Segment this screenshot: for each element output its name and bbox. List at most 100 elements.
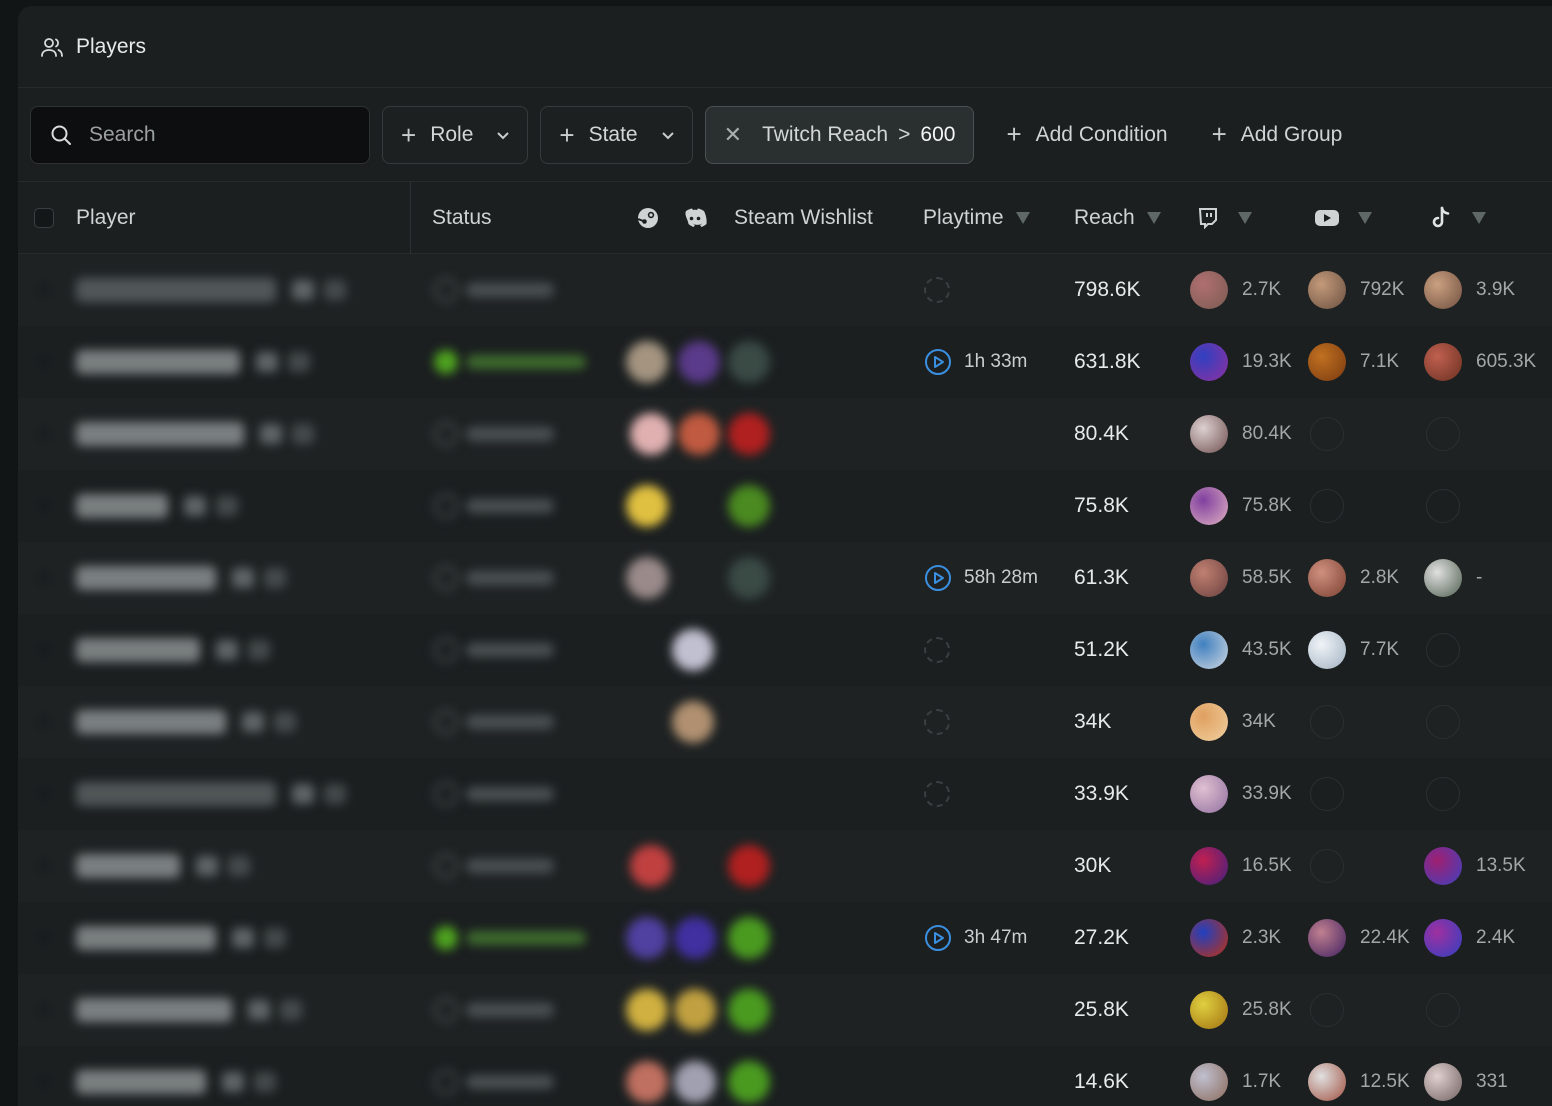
player-name[interactable] bbox=[76, 1070, 206, 1094]
tiktok-avatar[interactable] bbox=[1424, 847, 1462, 885]
tiktok-avatar[interactable] bbox=[1424, 1063, 1462, 1101]
twitch-avatar[interactable] bbox=[1190, 631, 1228, 669]
youtube-avatar[interactable] bbox=[1308, 559, 1346, 597]
column-twitch[interactable] bbox=[1198, 207, 1252, 229]
row-checkbox[interactable] bbox=[34, 352, 54, 372]
player-name[interactable] bbox=[76, 278, 276, 302]
table-row[interactable]: 34K 34K bbox=[18, 686, 1552, 758]
twitch-avatar[interactable] bbox=[1190, 343, 1228, 381]
platform-avatar bbox=[626, 917, 668, 959]
twitch-avatar[interactable] bbox=[1190, 847, 1228, 885]
table-row[interactable]: 798.6K 2.7K 792K 3.9K bbox=[18, 254, 1552, 326]
row-checkbox[interactable] bbox=[34, 1000, 54, 1020]
youtube-avatar[interactable] bbox=[1308, 343, 1346, 381]
row-checkbox[interactable] bbox=[34, 424, 54, 444]
youtube-avatar[interactable] bbox=[1308, 919, 1346, 957]
twitch-avatar[interactable] bbox=[1190, 919, 1228, 957]
row-checkbox[interactable] bbox=[34, 280, 54, 300]
player-name[interactable] bbox=[76, 782, 276, 806]
add-group-label: Add Group bbox=[1240, 122, 1343, 146]
player-name[interactable] bbox=[76, 926, 216, 950]
remove-filter-icon[interactable]: ✕ bbox=[723, 121, 743, 147]
twitch-avatar[interactable] bbox=[1190, 703, 1228, 741]
youtube-avatar[interactable] bbox=[1308, 271, 1346, 309]
player-name[interactable] bbox=[76, 422, 244, 446]
twitch-avatar[interactable] bbox=[1190, 775, 1228, 813]
row-checkbox[interactable] bbox=[34, 640, 54, 660]
state-filter-button[interactable]: + State bbox=[540, 105, 693, 164]
player-tag bbox=[280, 1000, 302, 1020]
sort-icon[interactable] bbox=[1472, 211, 1486, 224]
row-checkbox[interactable] bbox=[34, 568, 54, 588]
column-status[interactable]: Status bbox=[432, 205, 492, 229]
column-youtube[interactable] bbox=[1314, 208, 1372, 228]
player-name[interactable] bbox=[76, 638, 200, 662]
reach-value: 798.6K bbox=[1074, 278, 1141, 301]
twitch-avatar[interactable] bbox=[1190, 415, 1228, 453]
twitch-avatar[interactable] bbox=[1190, 991, 1228, 1029]
table-row[interactable]: 25.8K 25.8K bbox=[18, 974, 1552, 1046]
sort-icon[interactable] bbox=[1146, 211, 1161, 224]
role-filter-button[interactable]: + Role bbox=[382, 105, 529, 164]
status-indicator bbox=[434, 926, 458, 950]
tiktok-reach-value: 331 bbox=[1476, 1071, 1508, 1092]
table-row[interactable]: 14.6K 1.7K 12.5K 331 bbox=[18, 1046, 1552, 1106]
tiktok-avatar[interactable] bbox=[1424, 343, 1462, 381]
table-row[interactable]: 75.8K 75.8K bbox=[18, 470, 1552, 542]
row-checkbox[interactable] bbox=[34, 1072, 54, 1092]
platform-avatar bbox=[728, 989, 770, 1031]
table-row[interactable]: 80.4K 80.4K bbox=[18, 398, 1552, 470]
youtube-reach-value: 2.8K bbox=[1360, 567, 1400, 588]
tiktok-icon bbox=[1432, 206, 1450, 227]
twitch-avatar[interactable] bbox=[1190, 271, 1228, 309]
sort-icon[interactable] bbox=[1015, 211, 1030, 224]
table-row[interactable]: 3h 47m 27.2K 2.3K 22.4K 2.4K bbox=[18, 902, 1552, 974]
steam-icon[interactable] bbox=[636, 206, 660, 230]
sort-icon[interactable] bbox=[1358, 211, 1372, 224]
tiktok-avatar[interactable] bbox=[1424, 559, 1462, 597]
row-checkbox[interactable] bbox=[34, 784, 54, 804]
youtube-reach-value: 22.4K bbox=[1360, 927, 1410, 948]
column-player[interactable]: Player bbox=[76, 205, 136, 229]
table-row[interactable]: 33.9K 33.9K bbox=[18, 758, 1552, 830]
row-checkbox[interactable] bbox=[34, 928, 54, 948]
row-checkbox[interactable] bbox=[34, 496, 54, 516]
player-name[interactable] bbox=[76, 566, 216, 590]
column-tiktok[interactable] bbox=[1430, 206, 1486, 230]
row-checkbox[interactable] bbox=[34, 856, 54, 876]
platform-avatar bbox=[626, 557, 668, 599]
tiktok-avatar[interactable] bbox=[1424, 919, 1462, 957]
table-row[interactable]: 51.2K 43.5K 7.7K bbox=[18, 614, 1552, 686]
youtube-avatar[interactable] bbox=[1308, 631, 1346, 669]
row-checkbox[interactable] bbox=[34, 712, 54, 732]
platform-avatar bbox=[672, 701, 714, 743]
table-row[interactable]: 30K 16.5K 13.5K bbox=[18, 830, 1552, 902]
column-playtime[interactable]: Playtime bbox=[923, 206, 1030, 230]
twitch-reach-filter-chip[interactable]: ✕ Twitch Reach > 600 bbox=[704, 105, 975, 164]
column-reach[interactable]: Reach bbox=[1074, 206, 1161, 230]
add-condition-button[interactable]: + Add Condition bbox=[1006, 119, 1167, 150]
tiktok-empty-slot bbox=[1426, 417, 1460, 451]
player-name[interactable] bbox=[76, 494, 168, 518]
add-group-button[interactable]: + Add Group bbox=[1212, 119, 1343, 150]
discord-icon[interactable] bbox=[682, 207, 708, 229]
twitch-avatar[interactable] bbox=[1190, 487, 1228, 525]
table-row[interactable]: 1h 33m 631.8K 19.3K 7.1K 605.3K bbox=[18, 326, 1552, 398]
sort-icon[interactable] bbox=[1238, 211, 1252, 224]
twitch-avatar[interactable] bbox=[1190, 559, 1228, 597]
player-tag bbox=[260, 424, 282, 444]
twitch-avatar[interactable] bbox=[1190, 1063, 1228, 1101]
search-input[interactable]: Search bbox=[30, 105, 370, 164]
player-name[interactable] bbox=[76, 998, 232, 1022]
table-row[interactable]: 58h 28m 61.3K 58.5K 2.8K - bbox=[18, 542, 1552, 614]
select-all-checkbox[interactable] bbox=[34, 207, 54, 228]
chip-field: Twitch Reach bbox=[762, 122, 889, 146]
player-name[interactable] bbox=[76, 710, 226, 734]
column-steam-wishlist[interactable]: Steam Wishlist bbox=[734, 205, 873, 229]
status-label bbox=[466, 643, 554, 657]
player-name[interactable] bbox=[76, 854, 180, 878]
tiktok-avatar[interactable] bbox=[1424, 271, 1462, 309]
player-name[interactable] bbox=[76, 350, 240, 374]
youtube-avatar[interactable] bbox=[1308, 1063, 1346, 1101]
no-playtime-icon bbox=[924, 277, 950, 303]
